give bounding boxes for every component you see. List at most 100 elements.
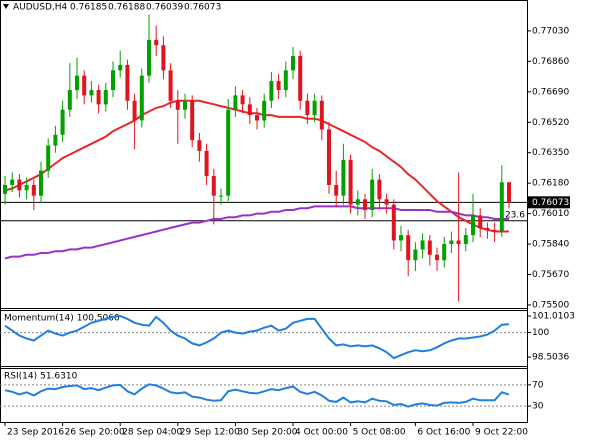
candle-body [276, 81, 281, 91]
indicator-value: 51.6310 [40, 372, 77, 382]
candle-body [132, 100, 137, 121]
candle-body [53, 134, 58, 146]
candle-body [219, 195, 223, 197]
candle-body [233, 95, 238, 110]
candle-body [485, 227, 490, 230]
candle-body [283, 70, 288, 91]
x-tick-label: 30 Sep 20:00 [237, 428, 297, 438]
candle-body [269, 81, 274, 101]
candle-body [406, 235, 411, 261]
candle-body [183, 100, 187, 110]
candle-body [471, 215, 475, 236]
candle-body [96, 90, 101, 105]
price-label: 0.76073 [532, 198, 569, 208]
header-value: 0.76073 [184, 3, 221, 13]
candle-body [247, 104, 252, 116]
y-tick-label: 0.76010 [532, 209, 569, 219]
candle-body [111, 70, 115, 91]
x-tick-label: 4 Oct 00:00 [295, 428, 348, 438]
candle-body [60, 109, 65, 135]
candle-body [82, 75, 87, 96]
y-tick-label: 0.75500 [532, 300, 569, 310]
candle-body [435, 254, 439, 261]
candle-body [507, 182, 511, 203]
candle-body [319, 100, 324, 130]
y-tick-label: 70 [532, 380, 544, 390]
x-tick-label: 29 Sep 12:00 [180, 428, 240, 438]
candle-body [31, 184, 36, 196]
candle-body [161, 45, 166, 71]
candle-body [204, 150, 209, 176]
candle-body [298, 55, 303, 101]
candle-body [377, 179, 382, 200]
candle-body [255, 115, 259, 121]
candle-body [305, 100, 310, 116]
header-value: 0.76185 [70, 3, 107, 13]
candle-body [211, 175, 216, 196]
candle-body [125, 64, 130, 101]
candle-body [147, 39, 151, 76]
candle-body [262, 100, 267, 121]
candle-body [168, 70, 173, 101]
candle-body [103, 90, 108, 105]
candle-body [492, 229, 497, 232]
header-value: 0.76188 [108, 3, 145, 13]
menu-triangle [3, 4, 9, 9]
indicator-value: 100.5060 [77, 314, 120, 324]
indicator-line [4, 383, 510, 408]
y-tick-label: 0.76690 [532, 87, 569, 97]
y-tick-label: 0.76350 [532, 148, 569, 158]
candle-body [348, 159, 353, 205]
moving-average [4, 205, 509, 260]
candle-body [3, 184, 7, 194]
candle-body [17, 179, 22, 191]
candle-body [499, 182, 504, 232]
indicator-title: Momentum(14) [4, 314, 74, 324]
candle-body [10, 179, 15, 185]
candle-body [399, 235, 403, 241]
candle-body [67, 90, 72, 110]
candle-body [420, 240, 425, 250]
candle-body [312, 100, 317, 116]
x-tick-label: 5 Oct 08:00 [353, 428, 406, 438]
candle-body [24, 184, 29, 191]
candle-body [427, 240, 432, 255]
y-tick-label: 100 [532, 328, 549, 338]
y-tick-label: 0.75840 [532, 240, 569, 250]
candle-body [291, 55, 295, 71]
candle-body [39, 170, 43, 196]
candle-body [370, 179, 375, 211]
candle-body [197, 140, 202, 151]
candle-body [118, 64, 123, 71]
candle-body [341, 159, 346, 196]
candle-body [89, 90, 94, 96]
candle-body [449, 240, 454, 245]
candle-body [456, 240, 461, 245]
y-tick-label: 0.77030 [532, 26, 569, 36]
candle-body [190, 100, 195, 141]
y-tick-label: 98.5036 [532, 353, 569, 363]
y-tick-label: 0.76520 [532, 118, 569, 128]
y-tick-label: 0.76860 [532, 57, 569, 67]
indicator-title: RSI(14) [4, 372, 37, 382]
y-tick-label: 0.75670 [532, 270, 569, 280]
candle-body [442, 244, 447, 261]
candle-body [355, 199, 360, 205]
candle-body [46, 145, 51, 171]
x-tick-label: 26 Sep 20:00 [65, 428, 125, 438]
candle-body [384, 199, 389, 205]
candle-body [327, 129, 331, 185]
candle-body [75, 75, 79, 91]
candle-body [154, 39, 159, 46]
y-tick-label: 30 [532, 402, 544, 412]
candle-body [478, 215, 483, 228]
candle-body [413, 249, 418, 261]
y-tick-label: 0.76180 [532, 179, 569, 189]
candle-body [139, 75, 144, 121]
fib-label: 23.6 [505, 210, 525, 220]
x-tick-label: 9 Oct 22:00 [475, 428, 528, 438]
candle-body [363, 199, 367, 211]
candle-body [334, 184, 339, 196]
price-label-box [528, 196, 570, 209]
